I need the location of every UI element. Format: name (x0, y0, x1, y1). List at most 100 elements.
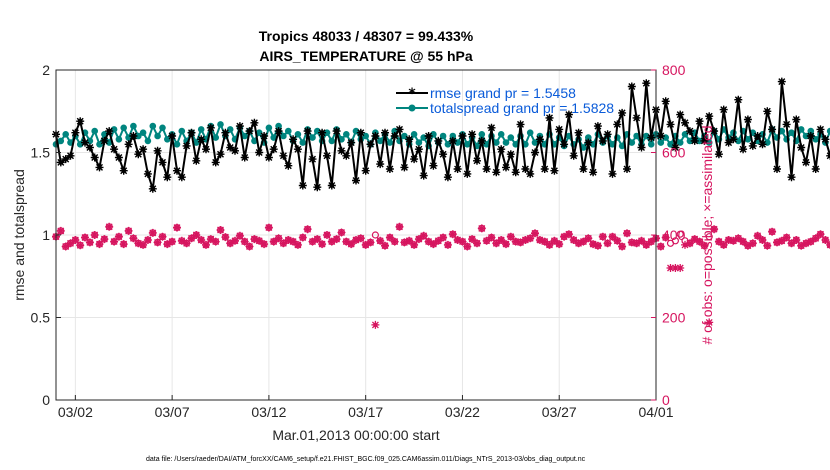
spread-point (410, 131, 418, 138)
rmse-point (216, 150, 225, 159)
obs-assimilated-point (700, 241, 709, 250)
obs-assimilated-point (308, 237, 317, 246)
rmse-point-star (521, 165, 530, 173)
obs-assimilated-point (448, 230, 457, 239)
obs-assimilated-star (148, 228, 157, 237)
rmse-point (637, 143, 646, 152)
obs-assimilated-star (356, 234, 365, 243)
rmse-point-star (487, 123, 496, 132)
obs-assimilated-star (676, 264, 685, 272)
obs-assimilated-star (492, 239, 501, 248)
rmse-point (593, 122, 602, 131)
rmse-point-star (603, 130, 612, 139)
spread-point (478, 131, 486, 138)
obs-assimilated-star (284, 236, 293, 244)
spread-point (643, 132, 650, 140)
obs-assimilated-star (593, 241, 602, 250)
chart-title-line1: Tropics 48033 / 48307 = 99.433% (259, 28, 474, 44)
rmse-point (100, 136, 109, 145)
spread-point (164, 136, 171, 143)
obs-assimilated-star (685, 239, 694, 248)
rmse-point (497, 145, 506, 154)
obs-assimilated-star (482, 236, 491, 245)
rmse-point (603, 130, 612, 139)
obs-assimilated-star (487, 233, 496, 242)
obs-assimilated-point (356, 234, 365, 243)
rmse-point-star (318, 128, 327, 137)
obs-assimilated-star (56, 226, 65, 235)
rmse-point (95, 163, 104, 172)
obs-assimilated-star (211, 237, 220, 246)
obs-assimilated-star (390, 237, 399, 246)
rmse-point-star (797, 143, 806, 152)
rmse-point (76, 117, 85, 126)
spread-point (226, 126, 234, 133)
obs-assimilated-star (429, 240, 438, 249)
obs-assimilated-point (119, 240, 128, 249)
obs-assimilated-star (647, 237, 656, 246)
rmse-point (153, 146, 162, 155)
rmse-point-star (676, 110, 685, 119)
rmse-point-star (763, 107, 772, 116)
rmse-point (158, 158, 167, 167)
obs-assimilated-point (139, 240, 148, 249)
obs-assimilated-point (739, 237, 748, 246)
spread-point (826, 127, 830, 135)
rmse-point-star (298, 181, 307, 190)
obs-assimilated-star (221, 233, 230, 242)
obs-assimilated-star (410, 240, 419, 249)
obs-assimilated-star (245, 242, 254, 251)
obs-assimilated-point (632, 239, 641, 248)
rmse-line (55, 81, 830, 190)
obs-assimilated-star (555, 240, 564, 249)
obs-assimilated-point (303, 225, 312, 234)
rmse-point (308, 155, 317, 164)
rmse-point-star (511, 168, 520, 177)
rmse-point-star (110, 145, 119, 154)
rmse-point-star (739, 145, 748, 154)
rmse-point-star (714, 150, 723, 159)
spread-point (57, 137, 65, 145)
spread-point (294, 131, 302, 138)
obs-assimilated-star (603, 239, 612, 248)
rmse-point (240, 153, 249, 162)
obs-assimilated-point (531, 229, 539, 238)
obs-assimilated-star (821, 236, 830, 244)
obs-assimilated-point (395, 222, 404, 231)
obs-assimilated-point (758, 236, 767, 244)
rmse-point-star (656, 132, 665, 140)
obs-assimilated-star (187, 234, 196, 243)
obs-assimilated-point (206, 235, 215, 244)
x-tick-label: 03/02 (58, 404, 93, 420)
obs-assimilated-star (724, 236, 733, 244)
obs-assimilated-point (506, 232, 515, 241)
obs-assimilated-point (647, 237, 656, 246)
rmse-point-star (197, 135, 206, 144)
rmse-point (743, 115, 752, 124)
rmse-point-star (773, 165, 781, 173)
rmse-point-star (811, 165, 820, 173)
rmse-point (608, 169, 617, 178)
rmse-point (279, 151, 288, 160)
obs-assimilated-star (192, 231, 201, 239)
spread-point (144, 137, 152, 145)
rmse-point-star (429, 161, 438, 170)
rmse-point-star (385, 165, 394, 173)
obs-assimilated-point (192, 231, 201, 239)
rmse-point-star (289, 135, 298, 144)
spread-point (526, 129, 534, 136)
obs-assimilated-point (390, 237, 399, 246)
x-axis-label: Mar.01,2013 00:00:00 start (272, 427, 439, 443)
rmse-point (676, 110, 685, 119)
obs-assimilated-star (255, 236, 264, 245)
rmse-point-star (361, 166, 370, 175)
rmse-point-star (327, 181, 336, 190)
rmse-point-star (492, 168, 501, 177)
spread-point (376, 137, 384, 145)
rmse-point-star (376, 160, 385, 169)
rmse-point (124, 140, 133, 149)
rmse-point (114, 153, 123, 162)
obs-assimilated-star (139, 240, 148, 249)
obs-assimilated-point (482, 236, 491, 245)
spread-point (633, 132, 640, 140)
